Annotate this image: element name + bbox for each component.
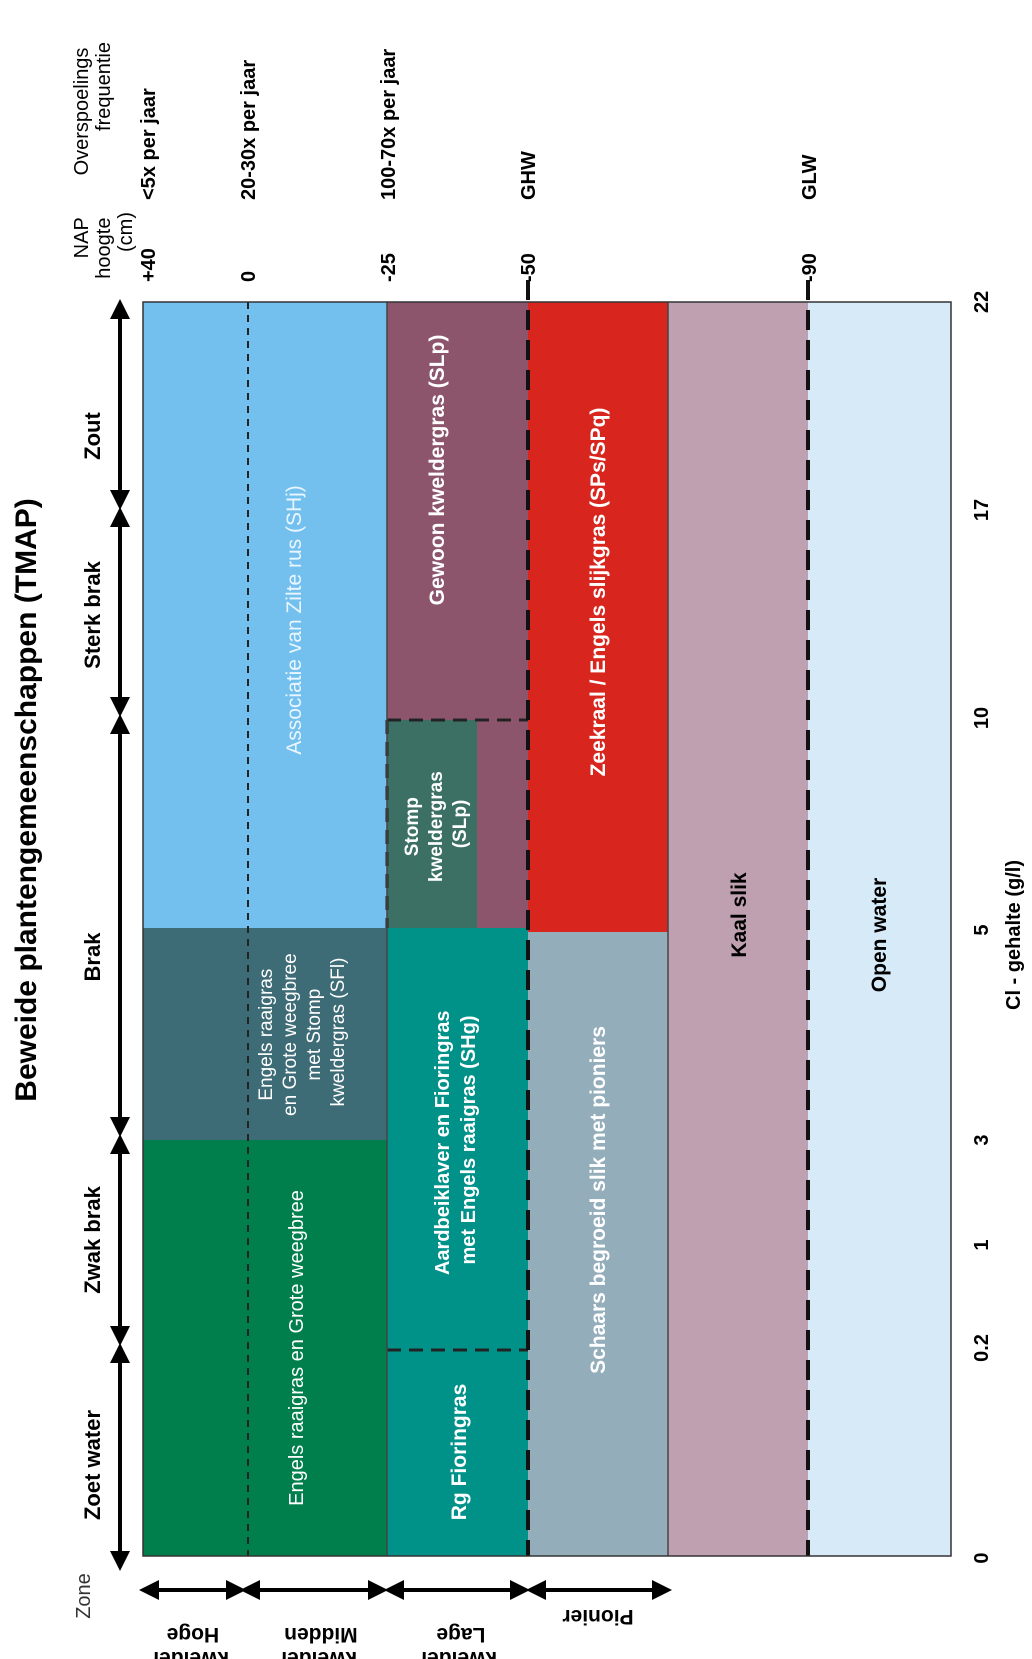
zone-label-midden-kwelder: Midden kwelder	[278, 1623, 357, 1659]
salinity-label-zout: Zout	[80, 412, 105, 460]
block-stomp-kweldergras	[387, 720, 477, 928]
block-gewoon-kweldergras	[387, 302, 528, 720]
zone-label-pionier: Pionier	[562, 1605, 633, 1628]
x-axis-label: Cl - gehalte (g/l)	[1003, 860, 1025, 1010]
label-gewoon-kweldergras: Gewoon kweldergras (SLp)	[426, 335, 449, 606]
zone-midden-line1: Midden	[284, 1623, 358, 1646]
zone-hoge-line2: kwelder	[151, 1647, 229, 1659]
label-engels-raaigras-stomp: Engels raaigras en Grote weegbree met St…	[256, 948, 349, 1116]
label-engels-stomp-line2: en Grote weegbree	[280, 953, 301, 1116]
nap-value-plus40: +40	[138, 248, 160, 282]
label-stomp-line2: kweldergras	[426, 771, 447, 882]
nap-value-minus50: -50	[518, 253, 540, 282]
zone-label-hoge-kwelder: Hoge kwelder	[151, 1623, 229, 1659]
flood-header-line2: frequentie	[93, 42, 115, 131]
block-zeekraal-engels-slijkgras	[528, 302, 668, 932]
block-kaal-slik	[668, 302, 808, 1556]
label-aardbeiklaver: Aardbeiklaver en Fioringras met Engels r…	[432, 1005, 480, 1275]
flood-value-100-70: 100-70x per jaar	[378, 49, 400, 200]
label-kaal-slik: Kaal slik	[728, 872, 751, 958]
label-aardbeiklaver-line1: Aardbeiklaver en Fioringras	[432, 1011, 454, 1276]
flood-value-glw: GLW	[799, 154, 821, 200]
zone-header: Zone	[73, 1573, 95, 1619]
block-aardbeiklaver	[387, 928, 528, 1350]
x-tick-3: 3	[971, 1134, 993, 1145]
block-engels-raaigras-stomp-kweldergras	[143, 928, 387, 1140]
label-stomp-line3: (SLp)	[450, 800, 471, 849]
label-aardbeiklaver-line2: met Engels raaigras (SHg)	[458, 1016, 480, 1265]
zone-midden-line2: kwelder	[279, 1647, 357, 1659]
flood-value-less5: <5x per jaar	[138, 88, 160, 200]
x-tick-0.2: 0.2	[971, 1334, 993, 1362]
block-open-water	[808, 302, 951, 1556]
nap-header-line1: NAP	[71, 218, 93, 259]
diagram-frame	[142, 301, 952, 1557]
zone-lage-line1: Lage	[436, 1623, 485, 1646]
x-tick-22: 22	[971, 291, 993, 313]
x-axis-ticks: 0 0.2 1 3 5 10 17 22	[971, 291, 993, 1564]
block-stomp-mauve-strip	[477, 720, 528, 928]
x-tick-17: 17	[971, 499, 993, 521]
label-engels-stomp-line1: Engels raaigras	[256, 969, 277, 1101]
block-associatie-zilte-rus	[143, 302, 387, 928]
x-tick-5: 5	[971, 924, 993, 935]
salinity-label-brak: Brak	[80, 932, 105, 982]
flood-value-20-30: 20-30x per jaar	[238, 60, 260, 200]
zone-label-lage-kwelder: Lage kwelder	[419, 1623, 497, 1659]
label-schaars-begroeid-slik: Schaars begroeid slik met pioniers	[587, 1026, 610, 1374]
label-stomp-kweldergras: Stomp kweldergras (SLp)	[402, 766, 471, 882]
flood-value-ghw: GHW	[518, 151, 540, 200]
zone-lage-line2: kwelder	[419, 1647, 497, 1659]
x-tick-1: 1	[971, 1239, 993, 1250]
nap-header-line3: (cm)	[115, 212, 137, 252]
label-stomp-line1: Stomp	[402, 797, 423, 856]
salinity-label-sterk-brak: Sterk brak	[80, 560, 105, 668]
zone-hoge-line1: Hoge	[167, 1623, 220, 1646]
nap-value-minus90: -90	[799, 253, 821, 282]
nap-value-0: 0	[238, 271, 260, 282]
label-associatie-zilte-rus: Associatie van Zilte rus (SHj)	[283, 485, 306, 755]
label-engels-raaigras-grote-weegbree: Engels raaigras en Grote weegbree	[286, 1190, 308, 1506]
nap-value-minus25: -25	[378, 253, 400, 282]
label-rg-fioringras: Rg Fioringras	[448, 1384, 471, 1521]
label-engels-stomp-line3: met Stomp	[304, 989, 325, 1081]
label-open-water: Open water	[868, 878, 891, 992]
label-engels-stomp-line4: kweldergras (SFl)	[328, 958, 349, 1107]
label-zeekraal: Zeekraal / Engels slijkgras (SPs/SPq)	[587, 408, 610, 777]
diagram-title: Beweide plantengemeenschappen (TMAP)	[10, 498, 43, 1101]
block-rg-fioringras	[387, 1350, 528, 1556]
x-tick-0: 0	[971, 1552, 993, 1563]
nap-header-line2: hoogte	[93, 218, 115, 279]
flood-header-line1: Overspoelings	[71, 48, 93, 176]
block-schaars-begroeid-slik	[528, 932, 668, 1556]
salinity-label-zoet-water: Zoet water	[80, 1410, 105, 1520]
salinity-label-zwak-brak: Zwak brak	[80, 1185, 105, 1293]
nap-header: NAP hoogte (cm)	[71, 212, 137, 279]
flood-header: Overspoelings frequentie	[71, 42, 115, 175]
block-engels-raaigras-grote-weegbree	[143, 1140, 387, 1556]
x-tick-10: 10	[971, 707, 993, 729]
